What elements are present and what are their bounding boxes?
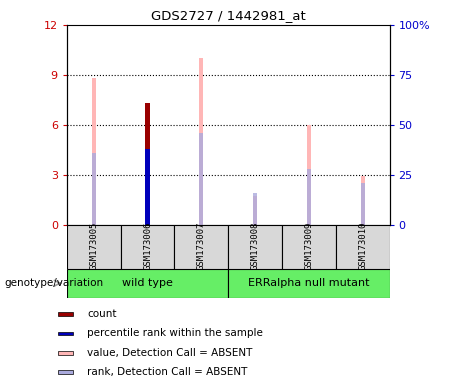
Bar	[145, 103, 150, 225]
Bar	[253, 193, 257, 225]
Bar	[307, 169, 311, 225]
Text: GSM173009: GSM173009	[304, 222, 313, 270]
Text: ERRalpha null mutant: ERRalpha null mutant	[248, 278, 370, 288]
Bar	[145, 149, 150, 225]
Bar	[92, 78, 96, 225]
Bar	[67, 225, 121, 269]
Bar	[228, 225, 282, 269]
Text: wild type: wild type	[122, 278, 173, 288]
Bar	[58, 312, 73, 316]
Bar	[121, 225, 174, 269]
Bar	[58, 351, 73, 354]
Bar	[174, 225, 228, 269]
Bar	[307, 125, 311, 225]
Bar	[145, 149, 150, 225]
Text: GSM173010: GSM173010	[358, 222, 367, 270]
Text: GSM173006: GSM173006	[143, 222, 152, 270]
Bar	[253, 196, 257, 225]
Bar	[58, 331, 73, 335]
Bar	[361, 183, 365, 225]
Bar	[282, 225, 336, 269]
Text: count: count	[87, 309, 117, 319]
Bar	[92, 153, 96, 225]
Bar	[199, 58, 203, 225]
Text: GSM173007: GSM173007	[197, 222, 206, 270]
Bar	[361, 176, 365, 225]
Bar	[336, 225, 390, 269]
Text: genotype/variation: genotype/variation	[5, 278, 104, 288]
Text: GSM173005: GSM173005	[89, 222, 98, 270]
Bar	[228, 269, 390, 298]
Bar	[145, 103, 150, 225]
Title: GDS2727 / 1442981_at: GDS2727 / 1442981_at	[151, 9, 306, 22]
Text: value, Detection Call = ABSENT: value, Detection Call = ABSENT	[87, 348, 252, 358]
Text: GSM173008: GSM173008	[251, 222, 260, 270]
Bar	[67, 269, 228, 298]
Bar	[199, 133, 203, 225]
Text: rank, Detection Call = ABSENT: rank, Detection Call = ABSENT	[87, 367, 248, 377]
Bar	[58, 370, 73, 374]
Text: percentile rank within the sample: percentile rank within the sample	[87, 328, 263, 338]
